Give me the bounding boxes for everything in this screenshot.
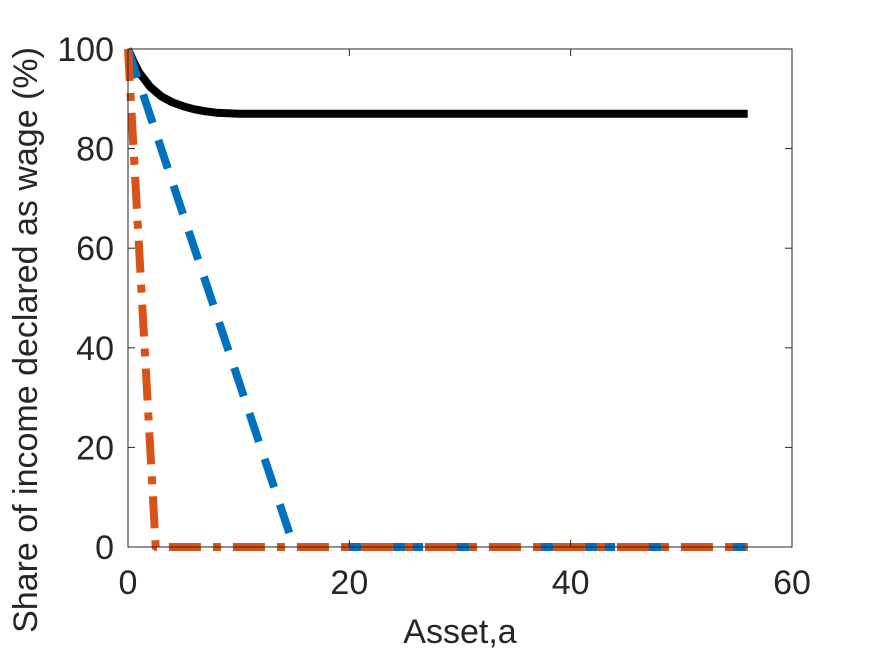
axes-box bbox=[127, 48, 793, 548]
x-tick-label: 0 bbox=[119, 564, 138, 602]
x-tick-label: 60 bbox=[773, 564, 811, 602]
x-axis-label: Asset,a bbox=[403, 613, 516, 651]
plot-area bbox=[128, 49, 792, 547]
y-tick-label: 20 bbox=[76, 429, 114, 467]
y-tick-label: 100 bbox=[57, 31, 114, 69]
tick-layer: 0 20 40 60 0 20 40 60 80 100 bbox=[57, 31, 811, 602]
series-line-solid bbox=[124, 47, 748, 118]
y-tick-label: 80 bbox=[76, 131, 114, 169]
y-tick-label: 60 bbox=[76, 230, 114, 268]
y-axis-label: Share of income declared as wage (%) bbox=[7, 47, 45, 633]
y-tick-label: 0 bbox=[95, 529, 114, 567]
y-tick-label: 40 bbox=[76, 330, 114, 368]
x-tick-label: 20 bbox=[330, 564, 368, 602]
x-tick-label: 40 bbox=[552, 564, 590, 602]
